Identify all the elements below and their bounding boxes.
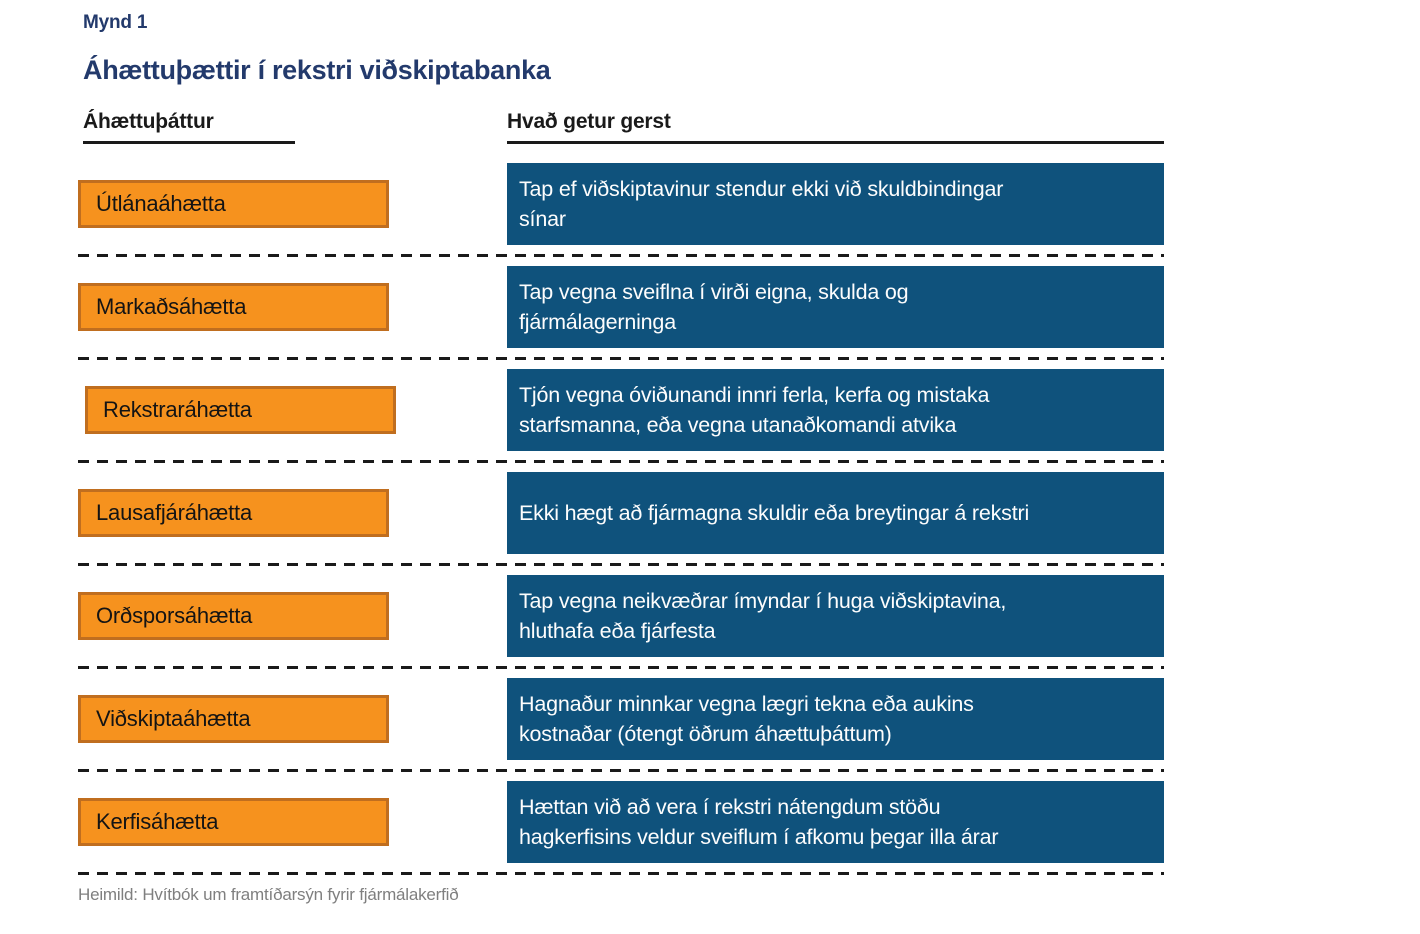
risk-row: Viðskiptaáhætta Hagnaður minnkar vegna l… <box>78 678 1164 760</box>
column-header-what-can-happen-label: Hvað getur gerst <box>507 110 1164 144</box>
risk-row: Útlánaáhætta Tap ef viðskiptavinur stend… <box>78 163 1164 245</box>
risk-row: Lausafjáráhætta Ekki hægt að fjármagna s… <box>78 472 1164 554</box>
column-header-risk-factor-label: Áhættuþáttur <box>83 110 295 144</box>
risk-factor-box: Útlánaáhætta <box>78 180 389 228</box>
risk-description-box: Tap vegna neikvæðrar ímyndar í huga viðs… <box>507 575 1164 657</box>
risk-row: Rekstraráhætta Tjón vegna óviðunandi inn… <box>78 369 1164 451</box>
risk-factor-cell: Orðsporsáhætta <box>78 575 507 657</box>
risk-factor-cell: Viðskiptaáhætta <box>78 678 507 760</box>
risk-factor-box: Kerfisáhætta <box>78 798 389 846</box>
source-note: Heimild: Hvítbók um framtíðarsýn fyrir f… <box>78 885 459 904</box>
dashed-separator <box>78 460 1164 463</box>
risk-description-box: Hagnaður minnkar vegna lægri tekna eða a… <box>507 678 1164 760</box>
dashed-separator <box>78 666 1164 669</box>
risk-factor-box: Rekstraráhætta <box>85 386 396 434</box>
figure-content: Mynd 1 Áhættuþættir í rekstri viðskiptab… <box>78 0 1164 905</box>
risk-description-box: Tjón vegna óviðunandi innri ferla, kerfa… <box>507 369 1164 451</box>
column-headers: Áhættuþáttur Hvað getur gerst <box>78 110 1164 144</box>
dashed-separator <box>78 769 1164 772</box>
dashed-separator <box>78 872 1164 875</box>
column-header-risk-factor: Áhættuþáttur <box>83 110 507 144</box>
column-header-what-can-happen: Hvað getur gerst <box>507 110 1164 144</box>
risk-description-box: Tap ef viðskiptavinur stendur ekki við s… <box>507 163 1164 245</box>
risk-factor-cell: Lausafjáráhætta <box>78 472 507 554</box>
dashed-separator <box>78 357 1164 360</box>
risk-factor-box: Markaðsáhætta <box>78 283 389 331</box>
risk-row: Markaðsáhætta Tap vegna sveiflna í virði… <box>78 266 1164 348</box>
figure-number-label: Mynd 1 <box>83 12 148 33</box>
risk-rows: Útlánaáhætta Tap ef viðskiptavinur stend… <box>78 163 1164 875</box>
risk-row: Orðsporsáhætta Tap vegna neikvæðrar ímyn… <box>78 575 1164 657</box>
risk-factor-cell: Rekstraráhætta <box>78 369 507 451</box>
risk-factor-box: Orðsporsáhætta <box>78 592 389 640</box>
risk-description-box: Hættan við að vera í rekstri nátengdum s… <box>507 781 1164 863</box>
risk-factor-cell: Kerfisáhætta <box>78 781 507 863</box>
risk-factor-cell: Markaðsáhætta <box>78 266 507 348</box>
risk-row: Kerfisáhætta Hættan við að vera í rekstr… <box>78 781 1164 863</box>
dashed-separator <box>78 563 1164 566</box>
figure-title: Áhættuþættir í rekstri viðskiptabanka <box>83 55 551 85</box>
risk-description-box: Ekki hægt að fjármagna skuldir eða breyt… <box>507 472 1164 554</box>
risk-factor-box: Viðskiptaáhætta <box>78 695 389 743</box>
dashed-separator <box>78 254 1164 257</box>
risk-factor-box: Lausafjáráhætta <box>78 489 389 537</box>
risk-description-box: Tap vegna sveiflna í virði eigna, skulda… <box>507 266 1164 348</box>
risk-factor-cell: Útlánaáhætta <box>78 163 507 245</box>
